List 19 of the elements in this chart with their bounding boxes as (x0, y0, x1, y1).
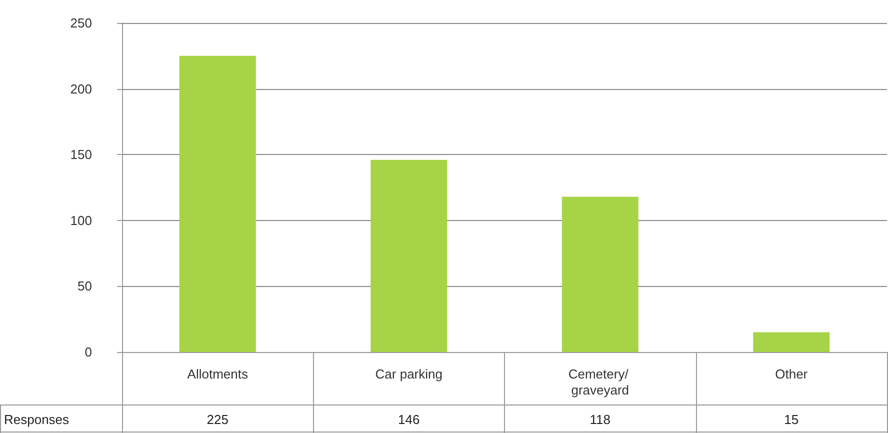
bar (179, 56, 256, 352)
x-tick-label: Other (775, 366, 808, 382)
y-tick-label: 200 (70, 81, 92, 96)
data-label: 118 (590, 412, 610, 427)
bar (370, 160, 448, 352)
y-tick-label: 0 (84, 344, 92, 360)
y-tick-label: 100 (70, 212, 92, 228)
x-tick-label: Car parking (375, 366, 442, 382)
y-tick-label: 250 (70, 16, 92, 30)
bar (562, 196, 638, 352)
data-label: 146 (398, 412, 420, 427)
text: Responses (4, 412, 70, 427)
data-label: 225 (206, 412, 228, 427)
bar (753, 332, 830, 352)
x-tick-label: Cemetery/ graveyard (568, 366, 632, 398)
data-label: 15 (784, 412, 799, 427)
x-tick-label: Allotments (187, 366, 248, 382)
y-tick-label: 50 (78, 278, 92, 294)
y-tick-label: 150 (70, 147, 92, 162)
